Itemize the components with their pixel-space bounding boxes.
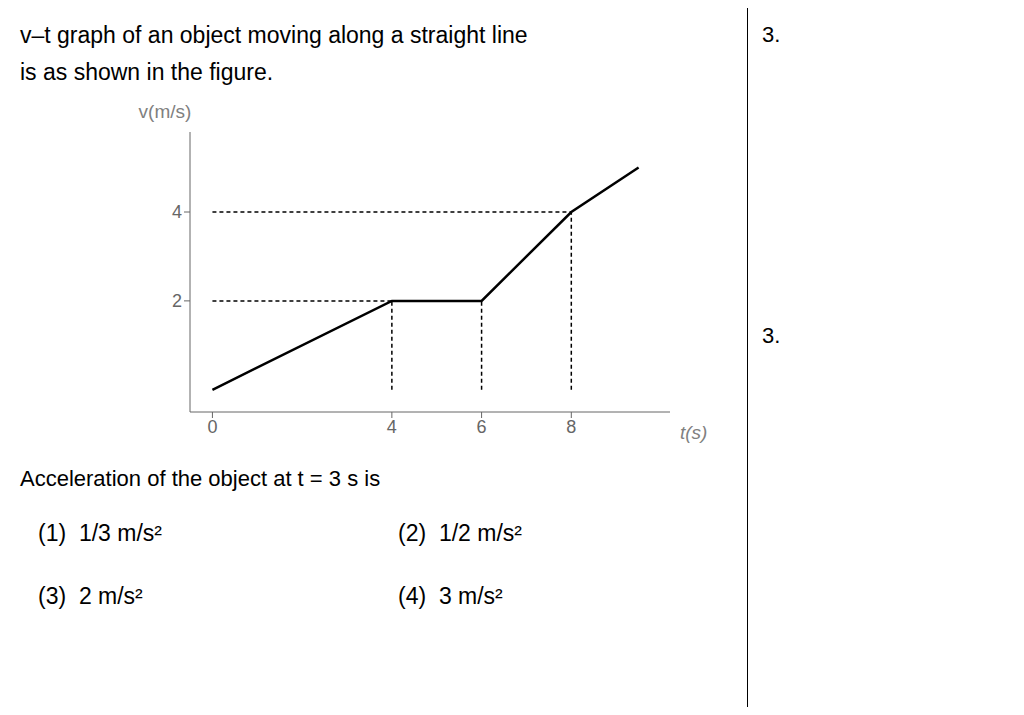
svg-text:8: 8 xyxy=(566,417,576,437)
svg-text:2: 2 xyxy=(172,291,182,311)
html-text:3.: 3. xyxy=(762,22,781,47)
html-text:Acceleration of the object at: Acceleration of the object at t = 3 s is xyxy=(20,466,381,491)
html-text:(2) 1/2 m/s²: (2) 1/2 m/s² xyxy=(398,520,522,546)
html-text:3.: 3. xyxy=(762,323,781,348)
html-text:(3) 2 m/s²: (3) 2 m/s² xyxy=(38,583,143,609)
svg-text:6: 6 xyxy=(477,417,487,437)
html-text:v–t graph of an object moving: v–t graph of an object moving along a st… xyxy=(20,22,528,48)
svg-text:v(m/s): v(m/s) xyxy=(139,101,192,122)
html-text:(1) 1/3 m/s²: (1) 1/3 m/s² xyxy=(38,520,162,546)
svg-text:4: 4 xyxy=(387,417,397,437)
svg-text:4: 4 xyxy=(172,202,182,222)
html-text:is as shown in the figure.: is as shown in the figure. xyxy=(20,59,274,85)
svg-text:t(s): t(s) xyxy=(680,422,707,443)
html-text:(4) 3 m/s²: (4) 3 m/s² xyxy=(398,583,503,609)
svg-text:0: 0 xyxy=(207,417,217,437)
